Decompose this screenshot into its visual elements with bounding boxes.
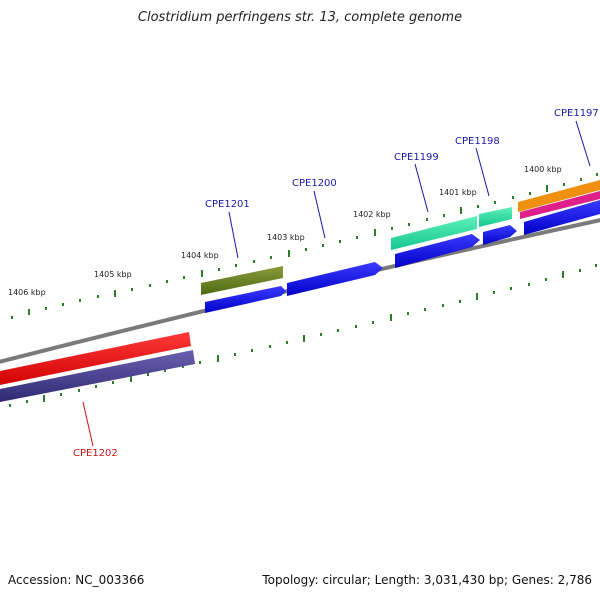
gene-labels: CPE1201 CPE1200 CPE1199 CPE1198 CPE1197 … [73,108,599,459]
gene-label-cpe1202[interactable]: CPE1202 [73,448,118,459]
gene-cpe1201-olive[interactable] [201,266,283,295]
leader-cpe1202 [82,401,94,447]
gene-cpe1198-teal[interactable] [479,207,512,227]
scale-label-1406: 1406 kbp [8,288,46,297]
scale-label-1405: 1405 kbp [94,270,132,279]
gene-cpe1201-arrow[interactable] [205,286,286,313]
gene-label-cpe1199[interactable]: CPE1199 [394,152,439,163]
accession-text: Accession: NC_003366 [8,573,145,587]
gene-cpe1202-red[interactable] [0,332,191,386]
upper-tick-track [11,173,598,319]
scale-label-1402: 1402 kbp [353,210,391,219]
gene-cpe1199-arrow[interactable] [395,234,480,268]
scale-label-1400: 1400 kbp [524,165,562,174]
leader-cpe1200 [313,190,326,239]
leader-cpe1197 [575,120,591,167]
gene-cpe1202-purple[interactable] [0,350,195,403]
leader-cpe1199 [414,163,429,213]
scale-label-1401: 1401 kbp [439,188,477,197]
scale-label-1403: 1403 kbp [267,233,305,242]
gene-label-cpe1201[interactable]: CPE1201 [205,199,250,210]
gene-cpe1199-teal[interactable] [391,216,477,250]
gene-cpe1197-orange[interactable] [518,180,600,212]
gene-cpe1198-arrow[interactable] [483,225,517,245]
genome-summary-text: Topology: circular; Length: 3,031,430 bp… [262,573,592,587]
map-title: Clostridium perfringens str. 13, complet… [137,10,463,25]
scale-label-1404: 1404 kbp [181,251,219,260]
gene-cpe1197-arrow[interactable] [524,200,600,235]
scale-labels: 1406 kbp 1405 kbp 1404 kbp 1403 kbp 1402… [8,165,562,297]
gene-label-cpe1197[interactable]: CPE1197 [554,108,599,119]
gene-label-cpe1200[interactable]: CPE1200 [292,178,337,189]
gene-cpe1197-magenta[interactable] [520,191,600,219]
leader-cpe1201 [228,211,239,259]
gene-cpe1200-arrow[interactable] [287,262,383,296]
leader-cpe1198 [475,147,490,197]
gene-label-cpe1198[interactable]: CPE1198 [455,136,500,147]
leader-lines [82,120,591,447]
